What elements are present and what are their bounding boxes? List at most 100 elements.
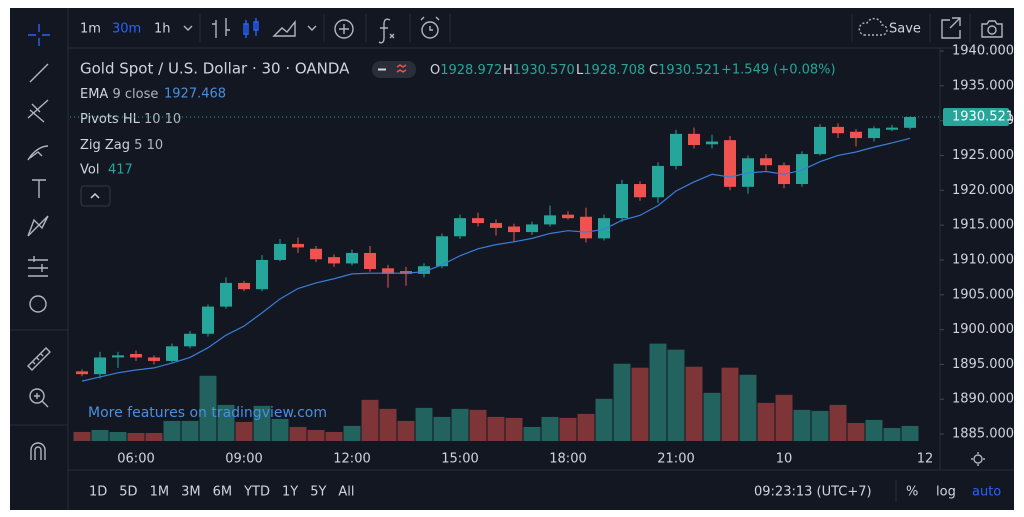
- candle-style-button[interactable]: [243, 18, 259, 38]
- candle-body: [832, 126, 844, 134]
- area-style-button[interactable]: [272, 20, 296, 37]
- volume-bar: [865, 419, 883, 441]
- candle-body: [256, 259, 268, 290]
- range-button[interactable]: YTD: [243, 485, 270, 500]
- crosshair-tool[interactable]: [28, 24, 50, 46]
- last-price-tag: [943, 108, 1009, 127]
- volume-bar: [703, 392, 721, 441]
- candle-body: [76, 371, 88, 375]
- settings-button[interactable]: [971, 452, 985, 466]
- candle-body: [94, 357, 106, 375]
- fullscreen-button[interactable]: [941, 17, 961, 39]
- candle-body: [184, 333, 196, 347]
- watermark[interactable]: More features on tradingview.com: [88, 405, 327, 421]
- ohlc-legend: O1928.972 H1930.570 L1928.708 C1930.521: [430, 63, 720, 78]
- candle-body: [652, 165, 664, 198]
- percent-scale[interactable]: %: [906, 485, 918, 500]
- range-button[interactable]: 5D: [119, 485, 137, 500]
- forecast-tool[interactable]: [28, 256, 48, 277]
- candle-body: [904, 117, 916, 128]
- volume-bar: [469, 409, 487, 441]
- snapshot-button[interactable]: [981, 20, 1003, 38]
- interval-button[interactable]: 1m: [80, 22, 101, 37]
- interval-dropdown[interactable]: [183, 25, 193, 31]
- magnet-tool[interactable]: [30, 442, 46, 460]
- brush-tool[interactable]: [27, 145, 49, 161]
- x-tick-label: 15:00: [441, 452, 478, 467]
- volume-bar: [487, 416, 505, 441]
- volume-bar: [415, 407, 433, 441]
- volume-bar: [685, 366, 703, 441]
- measure-tool[interactable]: [27, 347, 51, 371]
- top-toolbar: 1m 30m 1h Save: [80, 14, 1003, 44]
- volume-bar: [253, 405, 271, 441]
- alert-button[interactable]: [421, 21, 439, 39]
- y-tick-label: 1885.000: [952, 427, 1014, 442]
- volume-bar: [595, 398, 613, 441]
- emoji-tool[interactable]: [29, 295, 47, 313]
- range-button[interactable]: 5Y: [310, 485, 326, 500]
- text-tool[interactable]: [32, 179, 46, 198]
- line-tool[interactable]: [29, 63, 49, 83]
- candle-body: [562, 214, 574, 219]
- candle-body: [724, 140, 736, 187]
- x-tick-label: 18:00: [549, 452, 586, 467]
- change: +1.549 (+0.08%): [721, 63, 836, 78]
- x-tick-label: 06:00: [117, 452, 154, 467]
- ohlc-label: L: [576, 63, 584, 78]
- style-dropdown[interactable]: [307, 25, 317, 31]
- zoom-tool[interactable]: [29, 388, 45, 404]
- indicators-button[interactable]: [378, 18, 395, 44]
- candle-body: [328, 257, 340, 264]
- volume-bar: [289, 426, 307, 441]
- collapse-legend-button[interactable]: [80, 185, 111, 207]
- indicator-legend: EMA 9 close: [80, 87, 158, 102]
- volume-bar: [739, 374, 757, 441]
- volume-bar: [325, 431, 343, 441]
- compare-button[interactable]: [334, 19, 354, 39]
- volume-bar: [559, 417, 577, 441]
- indicator-name: Vol: [80, 163, 99, 178]
- pattern-tool[interactable]: [27, 215, 49, 237]
- volume-bar: [505, 417, 523, 441]
- volume-bar: [829, 404, 847, 441]
- range-button[interactable]: All: [338, 485, 354, 500]
- candle-body: [760, 158, 772, 166]
- candle-body: [526, 224, 538, 233]
- volume-bar: [901, 425, 919, 441]
- indicator-legend: Pivots HL 10 10: [80, 112, 181, 127]
- candle-body: [274, 243, 286, 260]
- volume-bar: [235, 421, 253, 441]
- range-button[interactable]: 3M: [181, 485, 201, 500]
- interval-button-active[interactable]: 30m: [112, 22, 141, 37]
- left-toolbar: [27, 24, 51, 460]
- indicator-name: Zig Zag: [80, 138, 130, 153]
- fib-tool[interactable]: [27, 99, 49, 123]
- ohlc-label: H: [503, 63, 513, 78]
- alert-detail: [420, 16, 440, 31]
- candle-body: [616, 184, 628, 219]
- bar-style-button[interactable]: [212, 18, 230, 38]
- save-button[interactable]: Save: [889, 22, 921, 37]
- candle-body: [634, 184, 646, 198]
- ema-line: [81, 137, 911, 382]
- volume-bar: [127, 432, 145, 441]
- ohlc-value: 1930.570: [513, 63, 575, 78]
- x-tick-label: 12:00: [333, 452, 370, 467]
- range-button[interactable]: 6M: [213, 485, 233, 500]
- volume-bar: [361, 399, 379, 441]
- log-scale[interactable]: log: [936, 485, 956, 500]
- candle-body: [382, 268, 394, 274]
- volume-bar: [775, 394, 793, 441]
- indicator-args: 9 close: [112, 87, 158, 102]
- interval-button[interactable]: 1h: [154, 22, 171, 37]
- range-button[interactable]: 1Y: [282, 485, 298, 500]
- range-button[interactable]: 1M: [150, 485, 170, 500]
- auto-scale[interactable]: auto: [972, 485, 1001, 500]
- candle-body: [850, 131, 862, 139]
- save-icon: [858, 17, 888, 36]
- volume-bar: [343, 425, 361, 441]
- range-button[interactable]: 1D: [89, 485, 107, 500]
- y-tick-label: 1910.000: [952, 252, 1014, 267]
